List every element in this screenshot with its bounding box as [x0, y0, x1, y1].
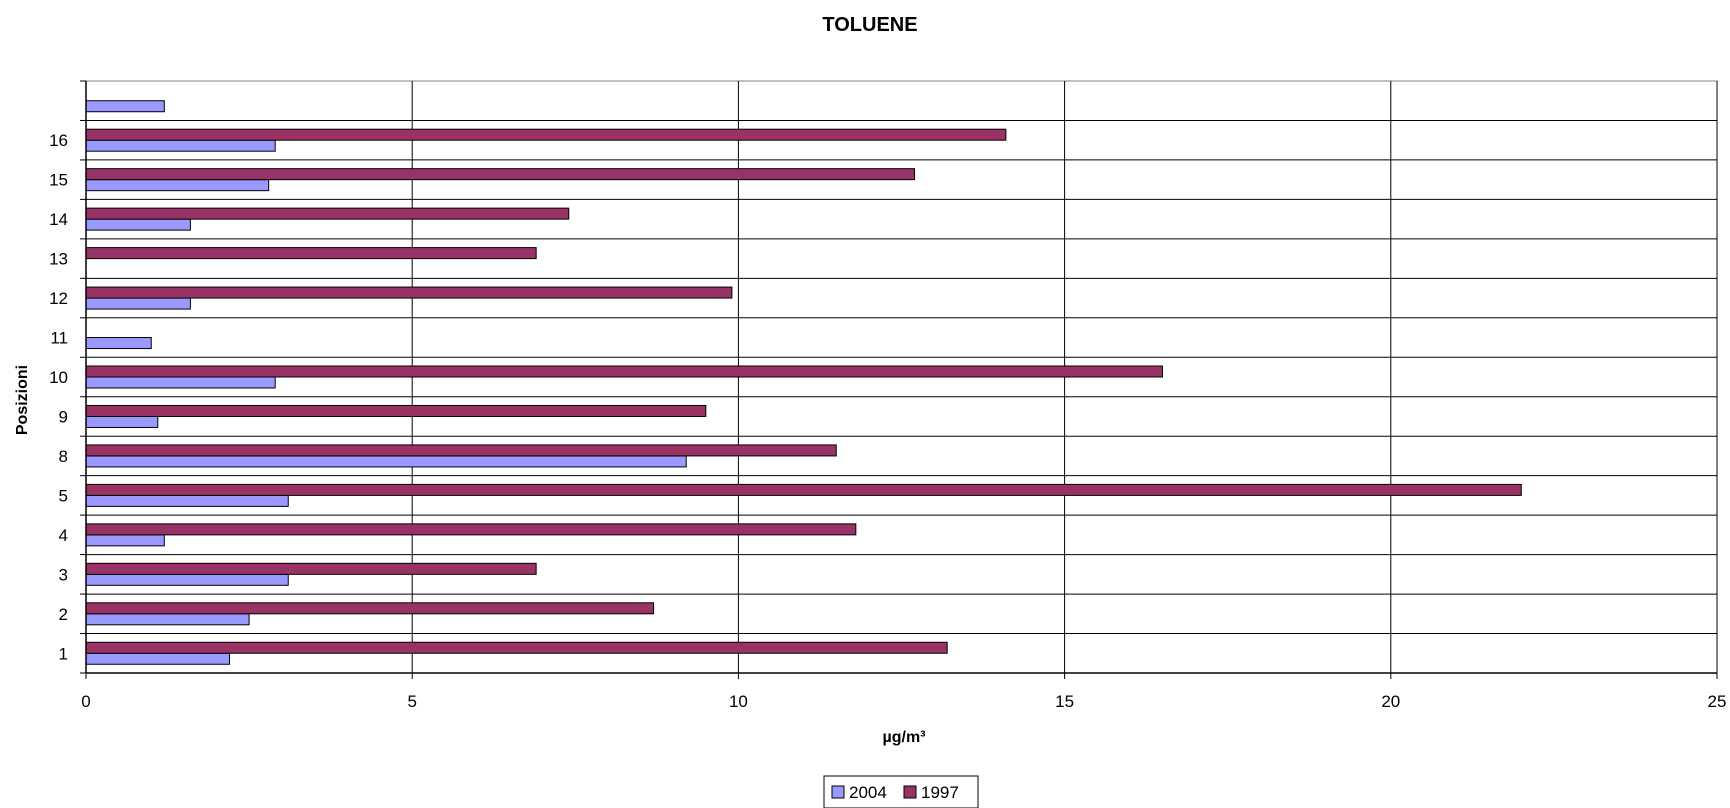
x-tick-label: 25	[1708, 692, 1727, 711]
bar-2004-5	[85, 494, 289, 507]
bar-2004-3	[85, 573, 289, 586]
grid-lines	[86, 81, 1718, 673]
bar-1997-5	[85, 483, 1522, 496]
y-tick-label: 5	[59, 486, 68, 505]
bar-2004-8	[85, 455, 687, 468]
x-tick-label: 15	[1055, 692, 1074, 711]
legend-label-2004: 2004	[849, 783, 887, 802]
y-tick-label: 4	[59, 526, 68, 545]
x-tick-label: 0	[81, 692, 90, 711]
y-tick-label: 8	[59, 447, 68, 466]
bar-1997-3	[85, 562, 537, 575]
bar-1997-1	[85, 641, 948, 654]
bar-1997-13	[85, 247, 537, 260]
bar-1997-16	[85, 128, 1007, 141]
bar-1997-14	[85, 207, 570, 220]
x-axis-label: µg/m³	[883, 729, 926, 746]
y-tick-label: 16	[49, 131, 68, 150]
bar-1997-9	[85, 404, 707, 417]
y-tick-label: 12	[49, 289, 68, 308]
y-tick-label: 3	[59, 565, 68, 584]
chart-title: TOLUENE	[822, 14, 917, 36]
legend: 2004 1997	[823, 775, 979, 808]
bar-1997-4	[85, 523, 857, 536]
bar-2004-10	[85, 376, 276, 389]
bar-2004-2	[85, 613, 250, 626]
bar-1997-10	[85, 365, 1163, 378]
bar-2004-15	[85, 179, 270, 192]
y-tick-label: 2	[59, 605, 68, 624]
axes	[80, 80, 1718, 679]
bar-2004-1	[85, 652, 231, 665]
bar-2004-unlabeled	[85, 100, 165, 113]
legend-box	[823, 775, 979, 808]
bar-2004-14	[85, 218, 191, 231]
legend-swatch-1997	[903, 785, 917, 799]
legend-swatch-2004	[831, 785, 845, 799]
y-axis-label: Posizioni	[14, 365, 31, 435]
bar-1997-2	[85, 602, 655, 615]
y-tick-label: 15	[49, 171, 68, 190]
y-tick-label: 14	[49, 210, 68, 229]
x-tick-label: 5	[407, 692, 416, 711]
bar-1997-15	[85, 168, 916, 181]
bar-1997-12	[85, 286, 733, 299]
bar-2004-4	[85, 534, 165, 547]
bar-1997-8	[85, 444, 837, 457]
bar-2004-16	[85, 139, 276, 152]
x-tick-label: 20	[1381, 692, 1400, 711]
y-tick-label: 13	[49, 250, 68, 269]
y-tick-label: 1	[59, 644, 68, 663]
bar-2004-9	[85, 415, 159, 428]
y-tick-label: 11	[50, 329, 68, 348]
legend-label-1997: 1997	[921, 783, 959, 802]
x-tick-label: 10	[729, 692, 748, 711]
x-tick-labels: 0 5 10 15 20 25	[81, 692, 1726, 711]
bar-2004-12	[85, 297, 191, 310]
y-tick-label: 9	[59, 407, 68, 426]
bar-2004-11	[85, 337, 152, 350]
y-tick-label: 10	[49, 368, 68, 387]
